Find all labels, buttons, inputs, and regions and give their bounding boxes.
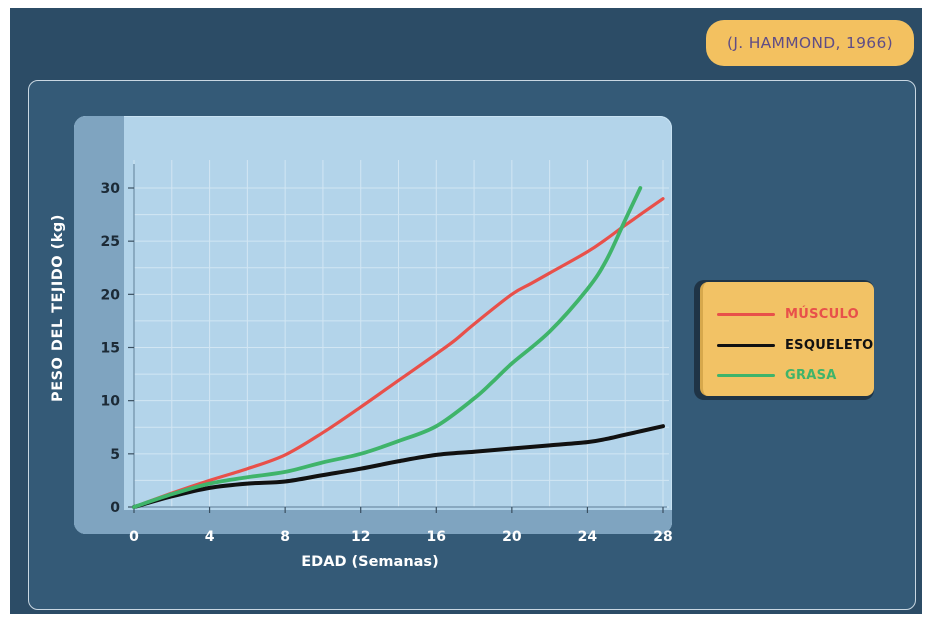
legend-swatch-musculo bbox=[717, 312, 775, 316]
legend-label-esqueleto: ESQUELETO bbox=[785, 337, 874, 353]
x-tick-label: 24 bbox=[578, 529, 598, 545]
axes: 0 4 8 12 16 20 24 28 0 5 10 15 20 25 30 bbox=[101, 164, 673, 545]
legend-item-esqueleto: ESQUELETO bbox=[717, 335, 874, 355]
legend-item-musculo: MÚSCULO bbox=[717, 304, 859, 324]
y-axis-strip bbox=[74, 116, 124, 534]
y-tick-label: 10 bbox=[101, 394, 121, 410]
x-tick-label: 28 bbox=[653, 529, 672, 545]
y-tick-label: 15 bbox=[101, 341, 120, 357]
legend-swatch-esqueleto bbox=[717, 343, 775, 347]
x-tick-label: 12 bbox=[351, 529, 370, 545]
y-tick-label: 25 bbox=[101, 234, 120, 250]
legend: MÚSCULO ESQUELETO GRASA bbox=[700, 282, 874, 396]
y-axis-label: PESO DEL TEJIDO (kg) bbox=[50, 214, 66, 402]
y-tick-label: 30 bbox=[101, 181, 121, 197]
citation-badge: (J. HAMMOND, 1966) bbox=[706, 20, 914, 66]
series-lines bbox=[132, 186, 665, 509]
y-tick-label: 5 bbox=[110, 447, 120, 463]
legend-swatch-grasa bbox=[717, 373, 775, 377]
x-tick-label: 16 bbox=[427, 529, 446, 545]
x-axis-label: EDAD (Semanas) bbox=[301, 554, 439, 570]
x-tick-label: 20 bbox=[502, 529, 522, 545]
legend-label-musculo: MÚSCULO bbox=[785, 306, 859, 322]
y-tick-label: 20 bbox=[101, 287, 121, 303]
series-line-musculo bbox=[132, 197, 665, 509]
x-tick-label: 8 bbox=[280, 529, 290, 545]
legend-item-grasa: GRASA bbox=[717, 365, 837, 385]
y-tick-label: 0 bbox=[110, 500, 120, 516]
series-line-grasa bbox=[132, 186, 643, 509]
legend-label-grasa: GRASA bbox=[785, 367, 837, 383]
x-tick-label: 4 bbox=[205, 529, 215, 545]
series-line-esqueleto bbox=[132, 424, 665, 509]
x-axis-strip bbox=[74, 510, 672, 534]
x-tick-label: 0 bbox=[129, 529, 139, 545]
grid bbox=[133, 160, 669, 508]
